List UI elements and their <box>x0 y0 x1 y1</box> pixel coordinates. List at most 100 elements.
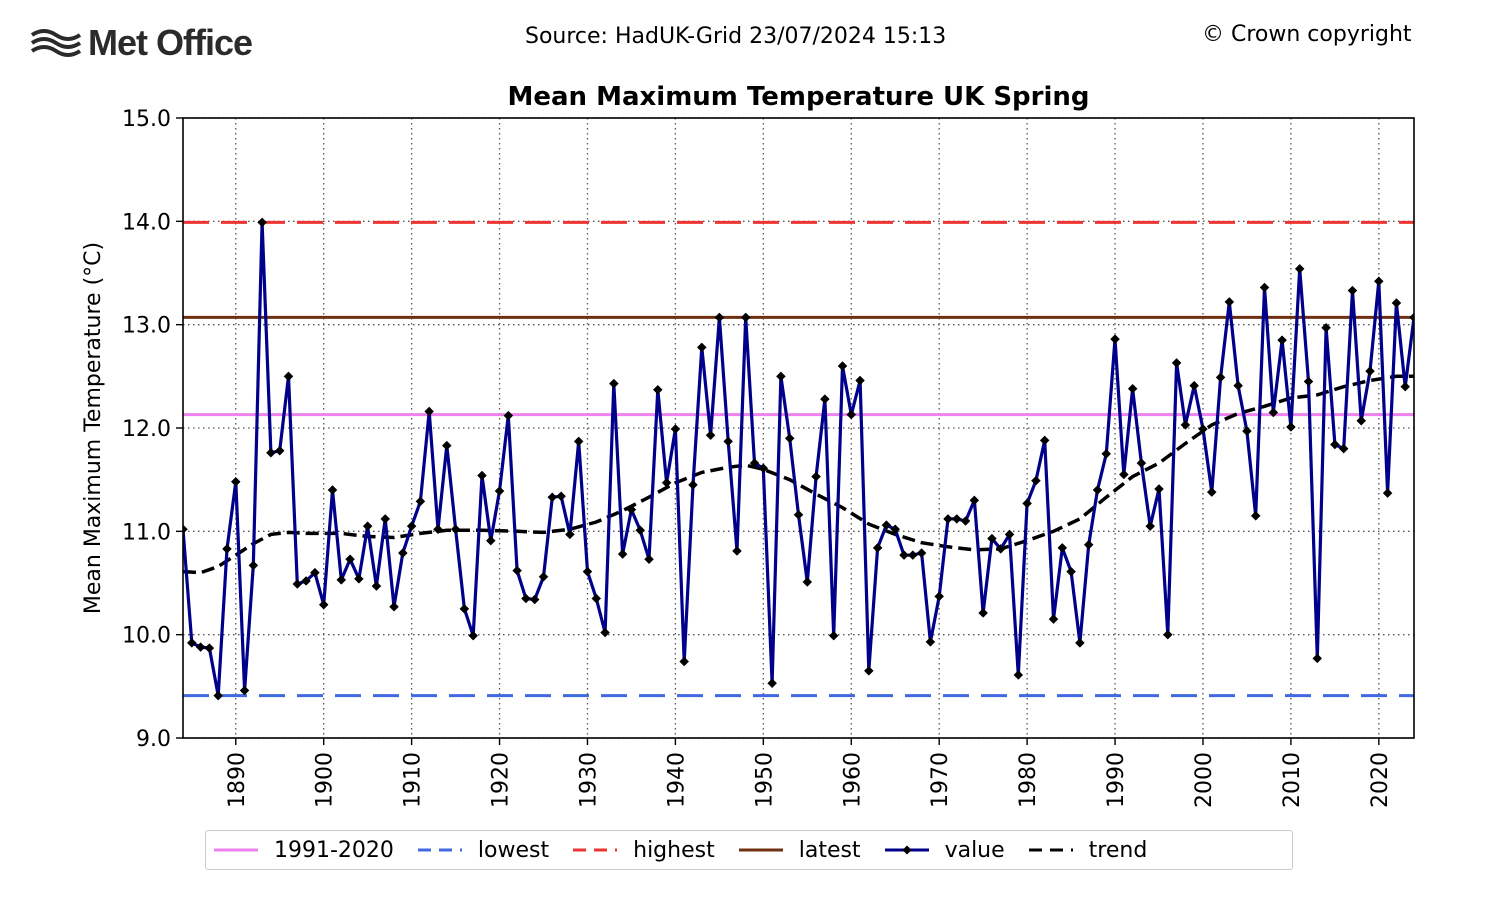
legend-item-lowest: lowest <box>416 831 549 869</box>
value-point <box>389 601 399 612</box>
value-point <box>1338 443 1349 454</box>
value-point <box>1409 312 1414 323</box>
x-tick-label: 1890 <box>225 752 250 808</box>
value-point <box>934 591 945 602</box>
x-tick-label: 1960 <box>840 752 865 808</box>
value-point <box>362 521 373 532</box>
value-point <box>354 574 364 584</box>
value-point <box>257 217 267 228</box>
value-point <box>310 567 320 578</box>
value-point <box>1092 485 1103 495</box>
value-point <box>195 642 206 652</box>
value-point <box>1031 475 1041 486</box>
value-point <box>1039 435 1050 446</box>
y-tick-label: 15.0 <box>122 107 171 132</box>
value-point <box>441 440 452 451</box>
legend-label: highest <box>633 837 715 863</box>
value-point <box>600 627 610 638</box>
value-point <box>820 394 830 404</box>
copyright-label: © Crown copyright <box>1202 22 1412 47</box>
value-point <box>345 554 355 565</box>
value-point <box>1233 380 1243 391</box>
value-point <box>714 312 725 323</box>
plot-area <box>183 217 1414 701</box>
value-point <box>1013 670 1024 680</box>
value-point <box>1400 381 1411 392</box>
value-point <box>1259 282 1270 293</box>
x-tick-label: 1900 <box>313 752 338 808</box>
value-point <box>899 550 909 560</box>
source-label: Source: HadUK-Grid 23/07/2024 15:13 <box>525 24 947 49</box>
y-tick-label: 10.0 <box>122 624 171 649</box>
value-point <box>617 549 628 559</box>
value-point <box>266 447 276 458</box>
legend-item-highest: highest <box>571 831 715 869</box>
value-point <box>538 571 549 582</box>
value-point <box>582 566 593 577</box>
legend-label: value <box>944 837 1005 863</box>
value-point <box>688 479 698 490</box>
value-point <box>1303 376 1314 387</box>
value-point <box>239 685 250 696</box>
value-point <box>1321 322 1331 333</box>
value-point <box>477 470 487 481</box>
value-point <box>811 471 821 482</box>
value-point <box>292 579 303 589</box>
value-point <box>907 550 918 560</box>
value-point <box>1373 276 1384 287</box>
value-point <box>573 436 584 447</box>
value-point <box>863 665 874 676</box>
value-point <box>1215 372 1226 383</box>
legend-swatch-value <box>884 845 929 855</box>
value-point <box>723 436 734 447</box>
chart-title: Mean Maximum Temperature UK Spring <box>507 82 1089 112</box>
value-point <box>890 524 901 535</box>
x-tick-label: 2020 <box>1368 752 1393 808</box>
value-point <box>230 476 241 487</box>
value-point <box>872 543 883 553</box>
value-point <box>740 312 751 323</box>
value-point <box>318 599 329 610</box>
value-point <box>1189 380 1200 391</box>
value-point <box>213 690 224 701</box>
value-point <box>943 514 953 524</box>
value-point <box>397 548 408 558</box>
value-point <box>732 546 742 556</box>
value-point <box>1330 439 1340 450</box>
value-point <box>283 371 294 382</box>
met-office-waves-icon <box>30 29 82 57</box>
value-point <box>248 560 259 571</box>
value-point <box>828 630 839 641</box>
value-point <box>565 529 575 540</box>
value-point <box>1347 285 1358 296</box>
y-tick-label: 9.0 <box>136 727 171 752</box>
y-tick-label: 14.0 <box>122 210 171 235</box>
value-point <box>433 524 443 535</box>
x-tick-label: 2010 <box>1280 752 1305 808</box>
trend-line <box>183 374 1414 575</box>
value-point <box>661 477 672 488</box>
legend-label: latest <box>798 837 861 863</box>
value-point <box>222 544 232 554</box>
value-point <box>512 565 522 576</box>
value-point <box>424 406 435 417</box>
value-point <box>529 594 540 605</box>
value-point <box>1365 366 1375 377</box>
value-point <box>186 638 197 648</box>
value-point <box>336 575 347 585</box>
value-point <box>776 371 786 382</box>
value-point <box>1057 543 1068 553</box>
value-point <box>1004 529 1015 540</box>
value-point <box>1154 484 1164 494</box>
value-point <box>1277 335 1287 346</box>
legend-swatch-marker <box>902 845 912 855</box>
legend-swatch-latest <box>738 848 783 852</box>
value-point <box>301 576 311 586</box>
value-point <box>485 535 496 546</box>
legend-swatch-lowest <box>417 848 462 852</box>
legend-label: trend <box>1088 837 1148 863</box>
temperature-chart: 9.0 10.0 11.0 12.0 13.0 14.0 15.0 1890 1900 1910 1… <box>81 82 1415 808</box>
value-point <box>556 491 566 502</box>
value-point <box>978 608 989 618</box>
value-point <box>1075 638 1085 648</box>
